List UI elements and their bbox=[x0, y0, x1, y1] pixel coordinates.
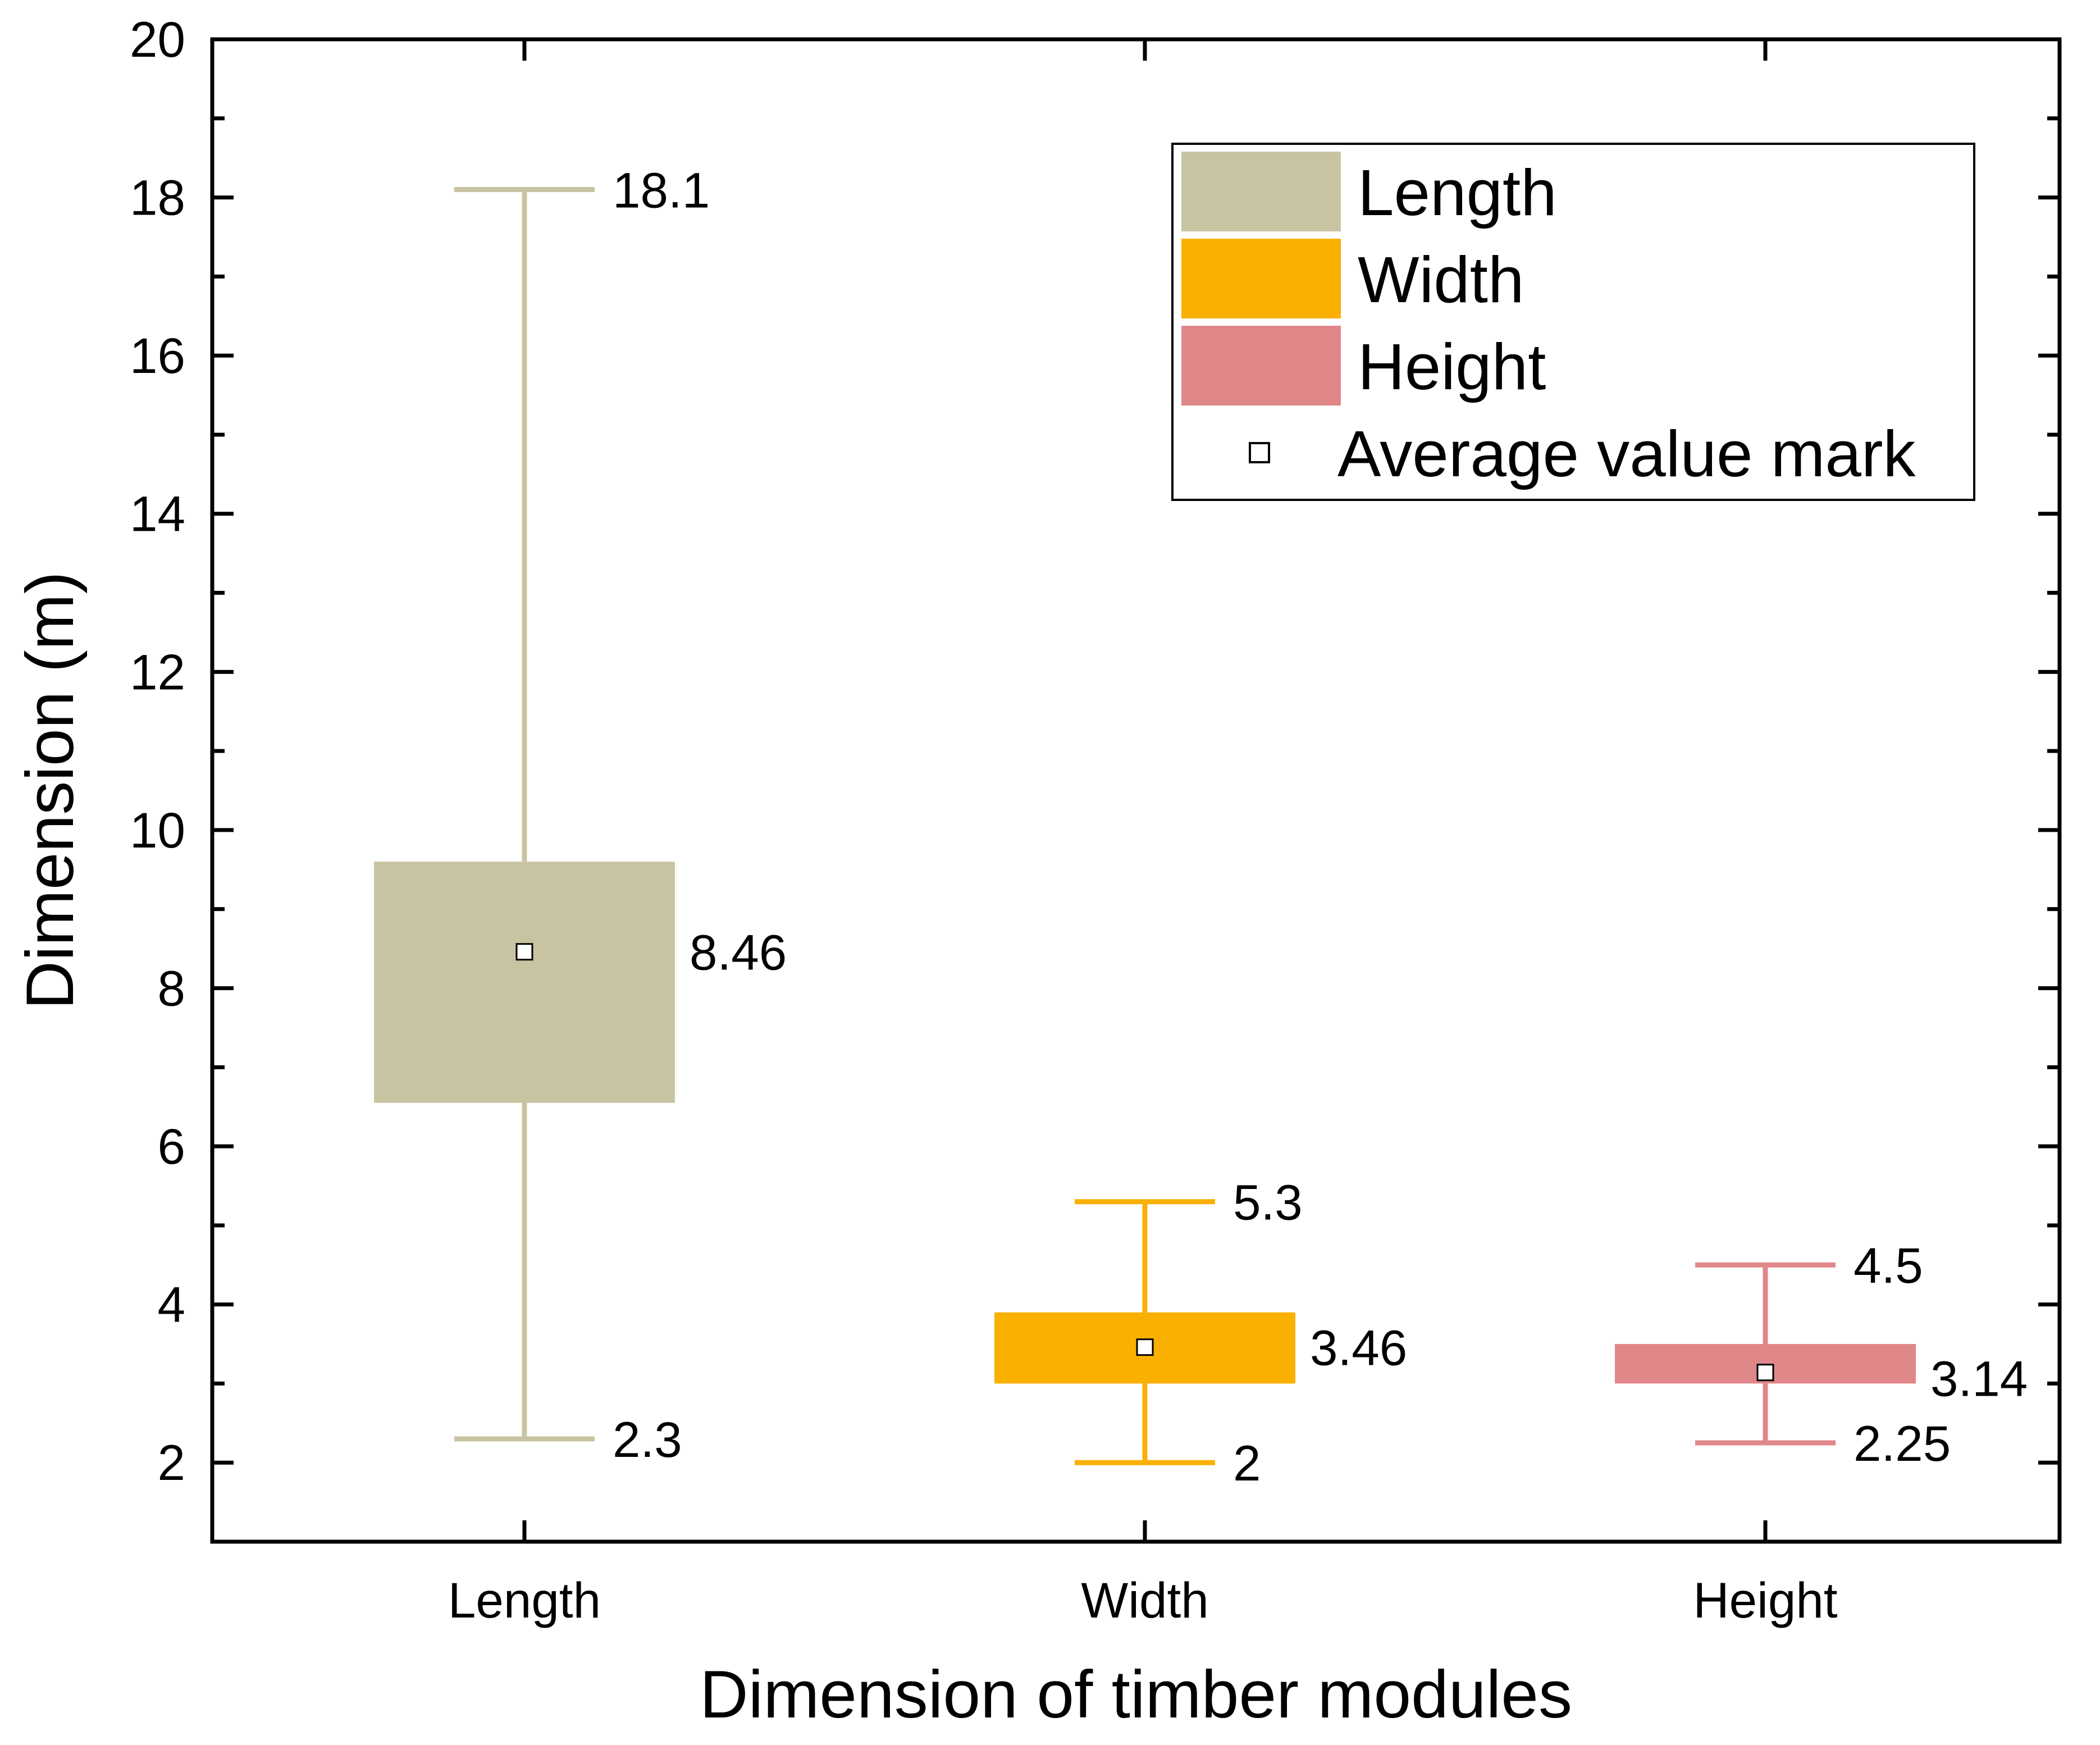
box-length: 18.1 2.3 8.46 bbox=[374, 162, 787, 1468]
label-max: 4.5 bbox=[1854, 1237, 1923, 1293]
legend-label-width: Width bbox=[1358, 243, 1524, 316]
mean-marker bbox=[515, 943, 533, 961]
y-tick-label: 10 bbox=[130, 802, 185, 858]
legend-label-height: Height bbox=[1358, 330, 1546, 403]
box-body bbox=[374, 862, 675, 1103]
box-height: 4.5 2.25 3.14 bbox=[1615, 1237, 2028, 1471]
label-min: 2.25 bbox=[1854, 1415, 1951, 1471]
y-tick-label: 12 bbox=[130, 644, 185, 700]
y-tick-label: 2 bbox=[158, 1434, 186, 1491]
y-tick-label: 14 bbox=[130, 486, 185, 542]
label-max: 5.3 bbox=[1233, 1174, 1303, 1231]
plot-frame bbox=[210, 37, 2062, 1544]
label-min: 2.3 bbox=[613, 1411, 682, 1468]
mean-marker bbox=[1756, 1364, 1774, 1382]
x-tick-label: Height bbox=[1693, 1572, 1838, 1628]
legend-swatch-width bbox=[1181, 239, 1341, 318]
x-tick-label: Length bbox=[448, 1572, 601, 1628]
label-max: 18.1 bbox=[613, 162, 710, 218]
y-tick-label: 16 bbox=[130, 327, 185, 384]
label-mean: 3.46 bbox=[1310, 1320, 1407, 1376]
legend-mean-marker bbox=[1249, 442, 1270, 463]
label-min: 2 bbox=[1233, 1435, 1261, 1491]
legend-label-length: Length bbox=[1358, 156, 1557, 229]
y-tick-label: 6 bbox=[158, 1118, 186, 1174]
y-tick-label: 18 bbox=[130, 170, 185, 226]
boxes-layer: 18.1 2.3 8.46 5.3 2 3.46 4.5 2.25 3.14 bbox=[374, 162, 2028, 1491]
legend-label-mean: Average value mark bbox=[1337, 417, 1916, 490]
y-axis-title: Dimension (m) bbox=[12, 571, 88, 1009]
label-mean: 3.14 bbox=[1930, 1351, 2028, 1407]
legend-swatch-length bbox=[1181, 152, 1341, 231]
y-tick-label: 20 bbox=[130, 11, 185, 67]
legend: Length Width Height Average value mark bbox=[1171, 143, 1975, 501]
label-mean: 8.46 bbox=[690, 924, 787, 981]
mean-marker bbox=[1136, 1338, 1154, 1356]
x-axis-title: Dimension of timber modules bbox=[700, 1657, 1572, 1732]
y-tick-label: 4 bbox=[158, 1277, 186, 1333]
legend-swatch-height bbox=[1181, 326, 1341, 406]
y-tick-label: 8 bbox=[158, 960, 186, 1016]
axes-layer: 2 4 6 8 10 12 14 16 18 20 Length Width Height Dimensi… bbox=[12, 11, 2062, 1732]
x-tick-label: Width bbox=[1081, 1572, 1209, 1628]
box-width: 5.3 2 3.46 bbox=[994, 1174, 1407, 1491]
